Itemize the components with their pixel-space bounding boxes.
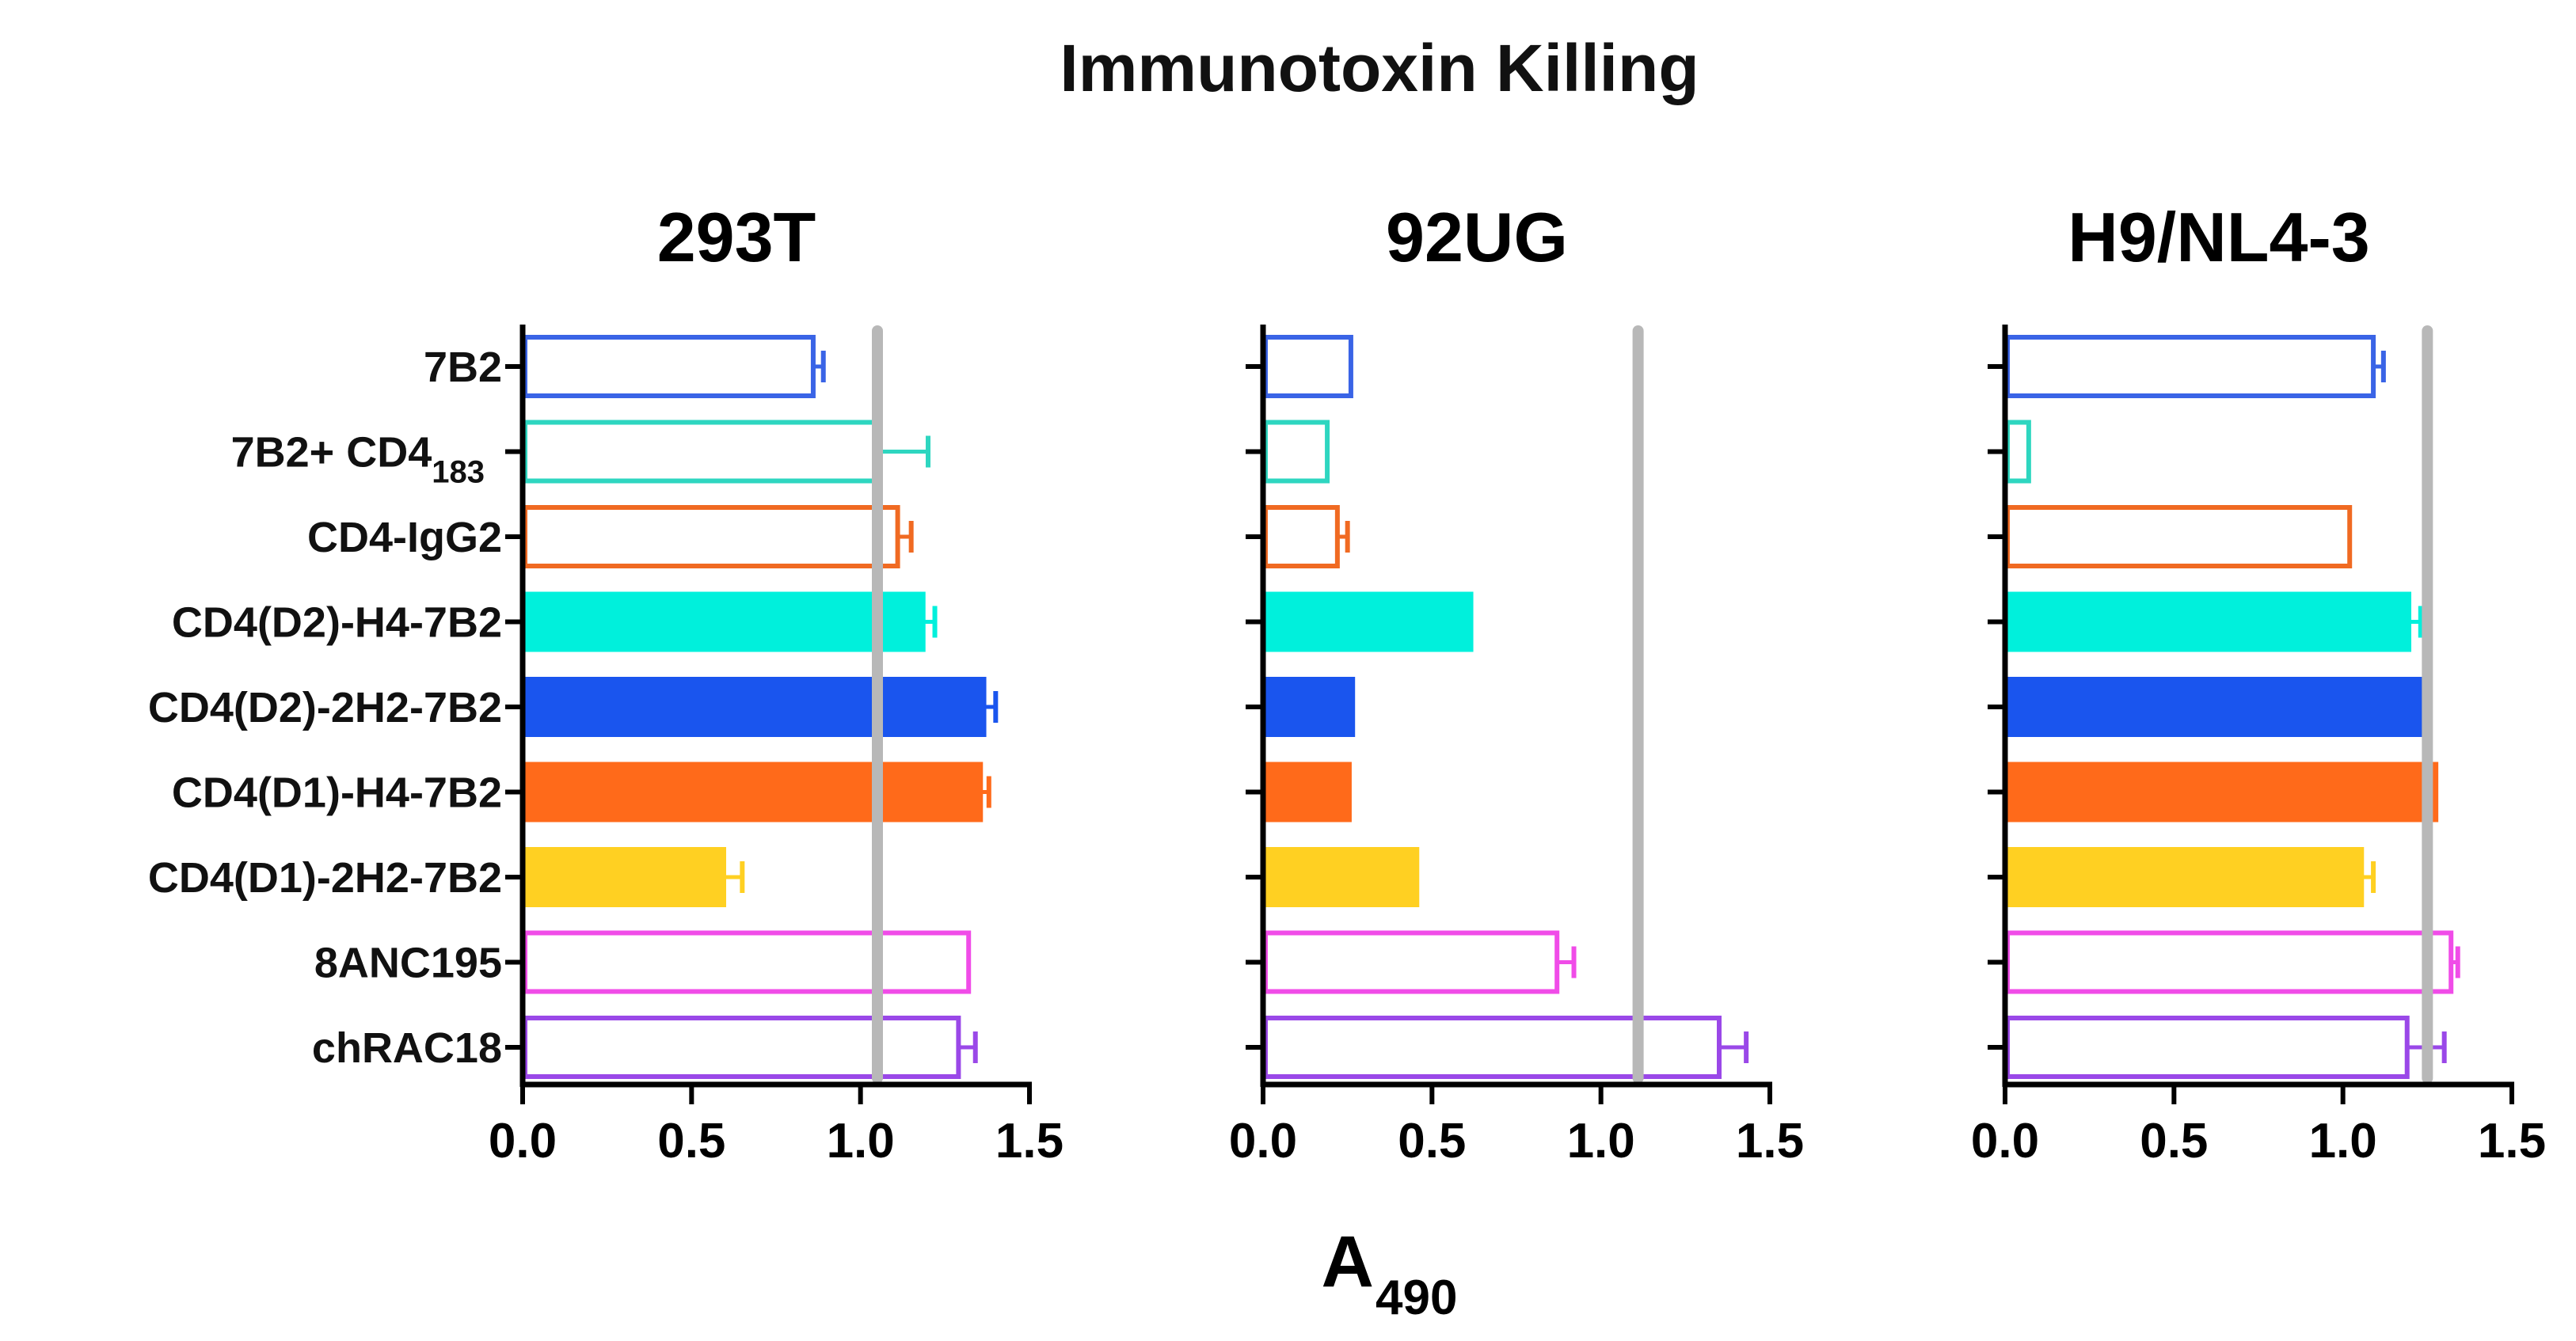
bar-cd4-igg2 xyxy=(1263,505,1340,568)
bar-cd4-d2-h4-7b2 xyxy=(1265,591,1474,652)
chart-panels: 293T 7B2 7B2+ CD4183 CD4-IgG2 CD4(D2)-H4-7B2… xyxy=(148,198,2546,1168)
x-tick-label: 0.0 xyxy=(1229,1114,1297,1168)
category-label-subscript: 183 xyxy=(432,455,485,490)
category-label: 7B2+ CD4183 xyxy=(231,429,485,490)
bar-cd4-d2-h4-7b2 xyxy=(524,591,926,652)
bar-chrac18 xyxy=(1263,1016,1722,1079)
bar-chrac18 xyxy=(2005,1016,2410,1079)
bar-cd4-d2-2h2-7b2 xyxy=(1265,677,1356,737)
bar-cd4-d2-2h2-7b2 xyxy=(2007,677,2432,737)
panel-title: H9/NL4-3 xyxy=(2068,198,2369,276)
bar-cd4-d1-2h2-7b2 xyxy=(2007,847,2365,907)
x-tick-label: 1.0 xyxy=(1567,1114,1635,1168)
bar-cd4-d1-2h2-7b2 xyxy=(524,847,726,907)
bar-7b2 xyxy=(523,335,816,398)
x-tick-label: 1.0 xyxy=(2309,1114,2377,1168)
category-label: 7B2 xyxy=(424,344,502,391)
bar-cd4-igg2 xyxy=(2005,505,2353,568)
x-tick-label: 0.5 xyxy=(1398,1114,1466,1168)
bar-chrac18 xyxy=(523,1016,961,1079)
bar-cd4-d1-2h2-7b2 xyxy=(1265,847,1420,907)
bar-cd4-d1-h4-7b2 xyxy=(1265,762,1352,822)
x-tick-label: 1.0 xyxy=(827,1114,895,1168)
panel-title: 293T xyxy=(657,198,816,276)
category-label: CD4-IgG2 xyxy=(307,514,502,561)
bar-7b2 xyxy=(2005,335,2376,398)
x-axis-label-subscript: 490 xyxy=(1376,1271,1457,1325)
bar-7b2-cd4183 xyxy=(2005,420,2031,484)
category-label: CD4(D1)-H4-7B2 xyxy=(172,769,502,817)
bar-8anc195 xyxy=(523,930,972,994)
bar-cd4-igg2 xyxy=(523,505,900,568)
bar-cd4-d1-h4-7b2 xyxy=(2007,762,2439,822)
bar-8anc195 xyxy=(2005,930,2454,994)
x-tick-label: 0.5 xyxy=(2140,1114,2208,1168)
bar-cd4-d2-2h2-7b2 xyxy=(524,677,987,737)
x-axis-label: A xyxy=(1322,1221,1374,1302)
x-tick-label: 1.5 xyxy=(1736,1114,1804,1168)
bar-7b2-cd4183 xyxy=(1263,420,1330,484)
bar-7b2 xyxy=(1263,335,1353,398)
category-label: 8ANC195 xyxy=(314,940,502,987)
x-tick-label: 1.5 xyxy=(2478,1114,2546,1168)
bar-7b2-cd4183 xyxy=(523,420,880,484)
panel-title: 92UG xyxy=(1386,198,1568,276)
category-label: chRAC18 xyxy=(312,1024,502,1072)
bar-cd4-d1-h4-7b2 xyxy=(524,762,984,822)
panel-293t: 293T 7B2 7B2+ CD4183 CD4-IgG2 CD4(D2)-H4-7B2… xyxy=(148,198,1064,1168)
category-label: CD4(D2)-H4-7B2 xyxy=(172,599,502,647)
x-tick-label: 0.5 xyxy=(657,1114,725,1168)
chart-title: Immunotoxin Killing xyxy=(1060,31,1699,105)
category-label: CD4(D2)-2H2-7B2 xyxy=(148,684,502,731)
x-tick-label: 0.0 xyxy=(489,1114,557,1168)
bar-8anc195 xyxy=(1263,930,1560,994)
bar-cd4-d2-h4-7b2 xyxy=(2007,591,2411,652)
x-tick-label: 1.5 xyxy=(995,1114,1064,1168)
panel-92ug: 92UG 0.0 0.5 1.0 1.5 xyxy=(1229,198,1804,1168)
x-tick-label: 0.0 xyxy=(1971,1114,2039,1168)
panel-h9-nl4-3: H9/NL4-3 0.0 0.5 1.0 1.5 xyxy=(1971,198,2546,1168)
category-label: CD4(D1)-2H2-7B2 xyxy=(148,854,502,902)
